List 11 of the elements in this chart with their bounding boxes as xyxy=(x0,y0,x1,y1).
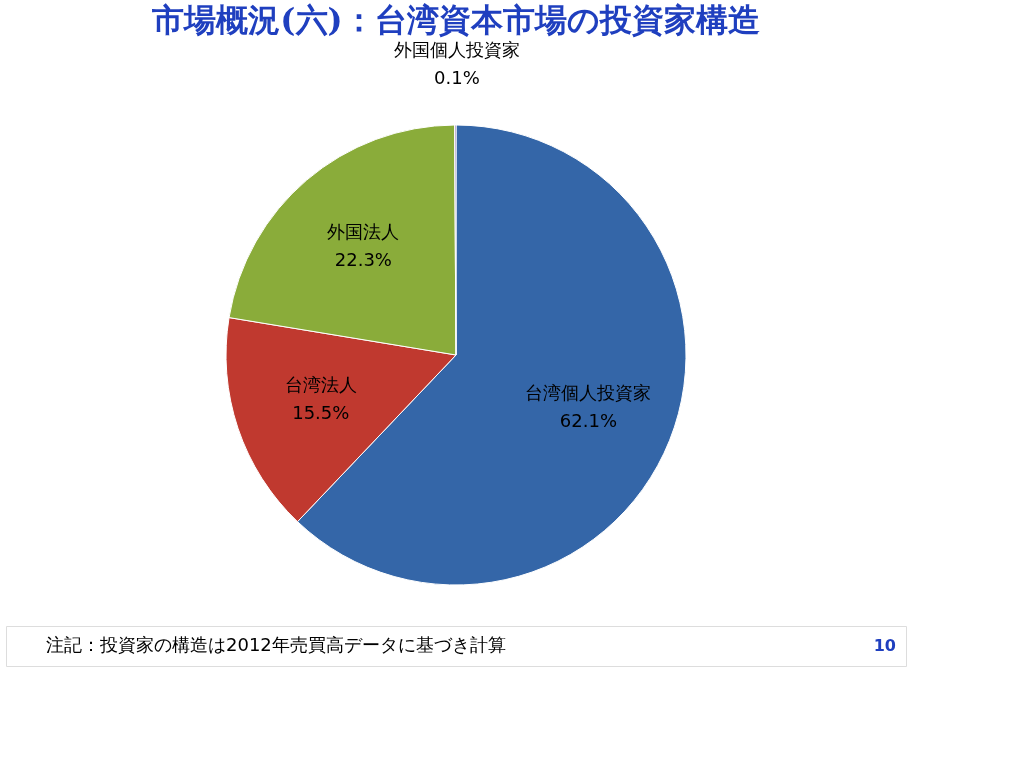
data-label: 15.5% xyxy=(292,402,350,424)
slice-label: 外国個人投資家 xyxy=(393,39,520,60)
data-label: 0.1% xyxy=(434,67,480,88)
data-label: 62.1% xyxy=(559,409,618,431)
text: 10 xyxy=(873,636,896,655)
slice-label: 台湾法人 xyxy=(284,374,357,396)
slice-label: 外国法人 xyxy=(327,220,400,242)
data-label: 22.3% xyxy=(334,248,392,270)
slice-label: 台湾個人投資家 xyxy=(525,381,652,403)
chart-title: 市場概況(六)：台湾資本市場の投資家構造 xyxy=(151,1,760,39)
text: 注記：投資家の構造は2012年売買高データに基づき計算 xyxy=(46,634,506,655)
